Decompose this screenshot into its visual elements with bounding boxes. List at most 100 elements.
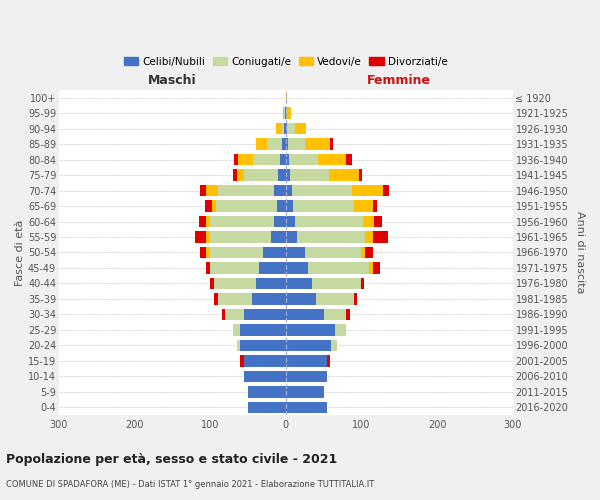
Bar [373, 200, 377, 212]
Bar [252, 293, 286, 305]
Bar [285, 108, 286, 119]
Bar [286, 386, 323, 398]
Bar [331, 138, 334, 150]
Bar [286, 184, 292, 196]
Bar [284, 108, 285, 119]
Bar [206, 184, 218, 196]
Bar [286, 324, 335, 336]
Bar [286, 138, 288, 150]
Y-axis label: Anni di nascita: Anni di nascita [575, 211, 585, 294]
Bar [244, 355, 286, 366]
Bar [278, 169, 286, 181]
Bar [289, 154, 317, 166]
Text: Popolazione per età, sesso e stato civile - 2021: Popolazione per età, sesso e stato civil… [6, 452, 337, 466]
Bar [373, 262, 380, 274]
Bar [286, 278, 312, 289]
Bar [210, 262, 259, 274]
Bar [352, 184, 383, 196]
Bar [236, 340, 241, 351]
Bar [346, 154, 352, 166]
Bar [383, 184, 389, 196]
Bar [312, 278, 361, 289]
Bar [305, 246, 361, 258]
Bar [244, 370, 286, 382]
Bar [218, 184, 274, 196]
Bar [206, 216, 210, 228]
Bar [335, 324, 346, 336]
Bar [241, 340, 286, 351]
Bar [286, 108, 287, 119]
Bar [286, 308, 323, 320]
Bar [286, 293, 316, 305]
Bar [286, 169, 290, 181]
Bar [284, 123, 286, 134]
Bar [276, 123, 282, 134]
Bar [286, 123, 287, 134]
Text: COMUNE DI SPADAFORA (ME) - Dati ISTAT 1° gennaio 2021 - Elaborazione TUTTITALIA.: COMUNE DI SPADAFORA (ME) - Dati ISTAT 1°… [6, 480, 374, 489]
Bar [331, 340, 337, 351]
Bar [256, 138, 267, 150]
Text: Maschi: Maschi [148, 74, 197, 86]
Bar [263, 246, 286, 258]
Bar [244, 169, 278, 181]
Bar [286, 216, 295, 228]
Bar [359, 169, 362, 181]
Bar [286, 355, 328, 366]
Bar [286, 231, 297, 243]
Bar [210, 278, 214, 289]
Bar [286, 92, 287, 104]
Bar [274, 216, 286, 228]
Bar [282, 138, 286, 150]
Bar [286, 402, 328, 413]
Bar [235, 154, 238, 166]
Bar [238, 154, 253, 166]
Bar [329, 169, 359, 181]
Bar [292, 184, 352, 196]
Bar [354, 293, 357, 305]
Bar [295, 216, 363, 228]
Bar [354, 200, 373, 212]
Bar [280, 154, 286, 166]
Bar [241, 355, 244, 366]
Bar [297, 231, 365, 243]
Bar [286, 154, 289, 166]
Bar [253, 154, 280, 166]
Bar [365, 246, 373, 258]
Bar [316, 293, 354, 305]
Bar [206, 231, 210, 243]
Bar [267, 138, 282, 150]
Bar [286, 246, 305, 258]
Bar [305, 138, 331, 150]
Bar [195, 231, 206, 243]
Legend: Celibi/Nubili, Coniugati/e, Vedovi/e, Divorziati/e: Celibi/Nubili, Coniugati/e, Vedovi/e, Di… [119, 53, 452, 71]
Bar [210, 231, 271, 243]
Bar [328, 355, 331, 366]
Bar [206, 262, 210, 274]
Bar [236, 169, 244, 181]
Bar [323, 308, 346, 320]
Bar [282, 123, 284, 134]
Bar [308, 262, 369, 274]
Bar [233, 169, 236, 181]
Bar [259, 262, 286, 274]
Bar [248, 402, 286, 413]
Bar [206, 246, 210, 258]
Bar [361, 246, 365, 258]
Bar [373, 231, 388, 243]
Bar [200, 184, 206, 196]
Bar [271, 231, 286, 243]
Bar [286, 370, 328, 382]
Bar [293, 200, 354, 212]
Bar [199, 216, 206, 228]
Bar [205, 200, 212, 212]
Y-axis label: Fasce di età: Fasce di età [15, 220, 25, 286]
Bar [214, 293, 218, 305]
Bar [290, 169, 329, 181]
Bar [363, 216, 374, 228]
Bar [210, 246, 263, 258]
Bar [221, 308, 226, 320]
Bar [317, 154, 346, 166]
Bar [286, 340, 331, 351]
Bar [210, 216, 274, 228]
Bar [248, 386, 286, 398]
